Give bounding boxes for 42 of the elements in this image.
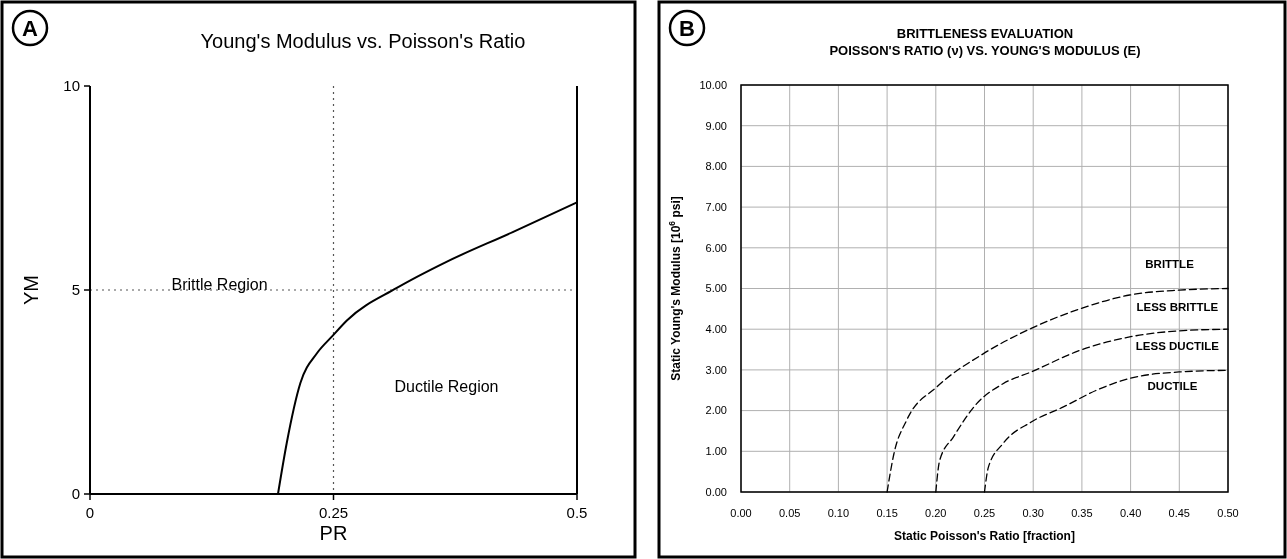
annotation: BRITTLE [1145, 258, 1195, 271]
x-axis-title: Static Poisson's Ratio [fraction] [894, 529, 1075, 543]
x-tick-label: 0.10 [827, 507, 850, 519]
x-tick-label: 0.15 [876, 507, 898, 519]
annotation: DUCTILE [1147, 380, 1198, 393]
chart-subtitle: POISSON'S RATIO (ν) VS. YOUNG'S MODULUS (E) [829, 43, 1141, 58]
y-tick-label: 7.00 [705, 200, 727, 213]
x-axis-title: PR [319, 522, 348, 544]
annotation: LESS DUCTILE [1135, 339, 1220, 352]
text: A [22, 16, 39, 41]
x-tick-label: 0.25 [973, 507, 996, 519]
x-tick-label: 0.05 [778, 507, 801, 519]
y-tick-label: 4.00 [705, 323, 727, 336]
annotation: Ductile Region [394, 378, 499, 396]
x-tick-label: 0.30 [1022, 507, 1044, 519]
y-tick-label: 3.00 [705, 363, 727, 376]
annotation: Brittle Region [171, 276, 268, 294]
y-axis-title: YM [20, 275, 42, 305]
annotation: LESS BRITTLE [1136, 300, 1219, 313]
x-tick-label: 0.50 [1217, 507, 1239, 519]
x-tick-label: 0.25 [318, 504, 349, 521]
x-tick-label: 0.00 [730, 507, 752, 519]
y-tick-label: 10.00 [699, 78, 727, 91]
chart-title: BRITTLENESS EVALUATION [896, 26, 1074, 41]
y-tick-label: 10 [63, 77, 80, 95]
y-tick-label: 5 [71, 281, 80, 299]
x-tick-label: 0.45 [1168, 507, 1191, 519]
y-tick-label: 0 [71, 485, 80, 503]
x-tick-label: 0.20 [925, 507, 947, 519]
y-tick-label: 5.00 [705, 282, 727, 295]
x-tick-label: 0 [85, 504, 95, 521]
x-tick-label: 0.40 [1119, 507, 1142, 519]
chart-title: Young's Modulus vs. Poisson's Ratio [200, 30, 526, 52]
y-tick-label: 6.00 [705, 241, 727, 254]
y-tick-label: 2.00 [705, 404, 727, 417]
y-tick-label: 1.00 [705, 445, 727, 458]
x-tick-label: 0.35 [1071, 507, 1093, 519]
y-tick-label: 8.00 [705, 160, 727, 173]
text: B [679, 16, 695, 41]
y-tick-label: 0.00 [705, 485, 727, 498]
x-tick-label: 0.5 [566, 504, 588, 521]
y-tick-label: 9.00 [705, 119, 727, 132]
